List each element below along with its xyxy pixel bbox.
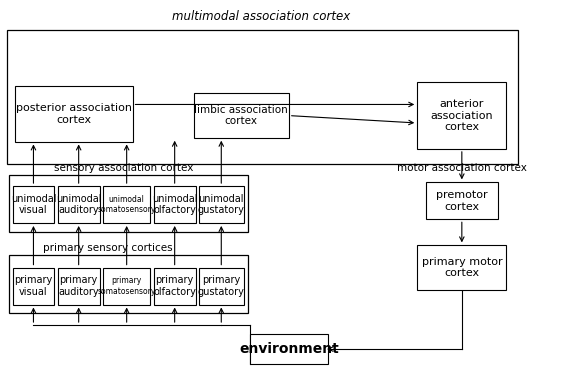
Text: primary
olfactory: primary olfactory [153,275,196,297]
FancyBboxPatch shape [154,267,195,305]
Text: sensory association cortex: sensory association cortex [55,163,194,173]
FancyBboxPatch shape [426,182,498,219]
FancyBboxPatch shape [103,186,150,223]
Text: primary
visual: primary visual [14,275,52,297]
Text: environment: environment [239,342,339,356]
Text: premotor
cortex: premotor cortex [436,190,488,212]
FancyBboxPatch shape [417,245,507,290]
Text: primary
auditory: primary auditory [59,275,99,297]
Text: primary sensory cortices: primary sensory cortices [43,243,172,253]
Text: primary motor
cortex: primary motor cortex [422,257,502,278]
Text: anterior
association
cortex: anterior association cortex [431,99,493,132]
FancyBboxPatch shape [12,186,55,223]
FancyBboxPatch shape [199,267,244,305]
FancyBboxPatch shape [15,86,132,141]
Text: multimodal association cortex: multimodal association cortex [172,10,350,23]
Text: unimodal
olfactory: unimodal olfactory [152,194,198,215]
Text: motor association cortex: motor association cortex [397,163,527,173]
Text: unimodal
auditory: unimodal auditory [56,194,101,215]
FancyBboxPatch shape [250,334,328,364]
Text: unimodal
visual: unimodal visual [11,194,56,215]
FancyBboxPatch shape [199,186,244,223]
Text: primary
somatosensory: primary somatosensory [97,276,156,296]
FancyBboxPatch shape [103,267,150,305]
FancyBboxPatch shape [12,267,55,305]
Text: unimodal
gustatory: unimodal gustatory [198,194,245,215]
Text: unimodal
somatosensory: unimodal somatosensory [97,195,156,214]
FancyBboxPatch shape [417,82,507,149]
Text: posterior association
cortex: posterior association cortex [16,103,132,125]
Text: primary
gustatory: primary gustatory [198,275,245,297]
FancyBboxPatch shape [58,186,100,223]
FancyBboxPatch shape [58,267,100,305]
Text: limbic association
cortex: limbic association cortex [194,105,288,126]
FancyBboxPatch shape [154,186,195,223]
FancyBboxPatch shape [194,93,289,138]
